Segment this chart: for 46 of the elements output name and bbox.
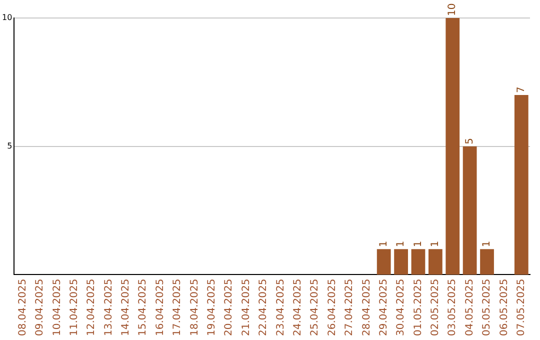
- data-label: 1: [482, 240, 493, 248]
- x-tick-label: 25.04.2025: [310, 278, 321, 336]
- x-tick-label: 09.04.2025: [34, 278, 46, 336]
- x-tick-label: 30.04.2025: [396, 278, 407, 336]
- x-tick-label: 14.04.2025: [120, 278, 132, 336]
- x-tick-label: 06.05.2025: [498, 278, 510, 336]
- x-tick-label: 21.04.2025: [240, 278, 252, 336]
- data-label: 1: [396, 240, 407, 248]
- bar: [514, 95, 528, 275]
- x-tick-label: 05.05.2025: [482, 278, 493, 336]
- bar: [411, 249, 426, 275]
- bar: [480, 249, 494, 275]
- data-label: 5: [464, 138, 476, 144]
- data-label: 1: [378, 240, 390, 248]
- x-tick-label: 08.04.2025: [17, 278, 28, 336]
- x-tick-label: 01.05.2025: [412, 278, 424, 336]
- bar: [428, 249, 442, 275]
- bar: [394, 249, 408, 275]
- x-tick-label: 02.05.2025: [430, 278, 442, 336]
- bar: [446, 18, 460, 275]
- data-label: 1: [430, 240, 442, 248]
- x-tick-label: 11.04.2025: [68, 278, 80, 336]
- data-label: 1: [412, 240, 424, 248]
- x-tick-label: 13.04.2025: [103, 278, 114, 336]
- x-tick-label: 15.04.2025: [138, 278, 149, 336]
- x-tick-label: 29.04.2025: [378, 278, 390, 336]
- x-tick-label: 22.04.2025: [258, 278, 270, 336]
- x-tick-label: 27.04.2025: [344, 278, 356, 336]
- x-tick-label: 03.05.2025: [447, 278, 458, 336]
- x-tick-label: 17.04.2025: [172, 278, 184, 336]
- x-tick-label: 12.04.2025: [86, 278, 98, 336]
- bar: [462, 146, 477, 275]
- x-tick-label: 07.05.2025: [516, 278, 527, 336]
- x-tick-label: 19.04.2025: [206, 278, 218, 336]
- x-tick-label: 24.04.2025: [292, 278, 304, 336]
- x-tick-label: 23.04.2025: [275, 278, 286, 336]
- x-tick-label: 26.04.2025: [326, 278, 338, 336]
- x-tick-label: 20.04.2025: [224, 278, 235, 336]
- x-tick-label: 10.04.2025: [52, 278, 63, 336]
- x-tick-label: 16.04.2025: [154, 278, 166, 336]
- x-tick-label: 04.05.2025: [464, 278, 476, 336]
- x-tick-label: 28.04.2025: [361, 278, 372, 336]
- bar: [376, 249, 391, 275]
- x-tick-label: 18.04.2025: [189, 278, 200, 336]
- data-label: 7: [516, 86, 527, 94]
- data-label: 10: [447, 3, 458, 16]
